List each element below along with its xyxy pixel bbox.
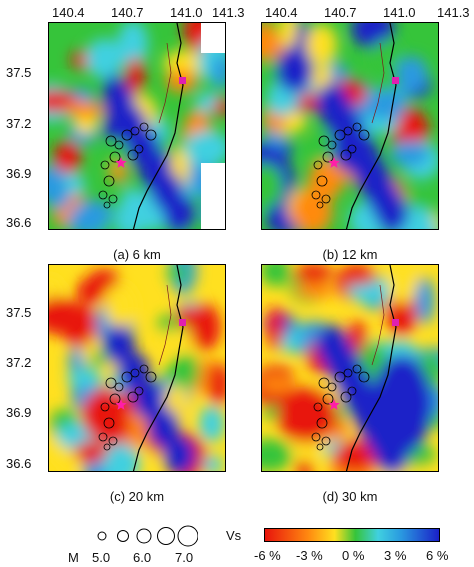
velocity-tick-label: 3 %	[384, 548, 407, 563]
x-tick-label: 140.4	[52, 5, 85, 20]
x-tick-label: 141.0	[383, 5, 416, 20]
magnitude-circle	[136, 528, 152, 544]
velocity-map	[262, 23, 438, 229]
x-tick-label: 141.3	[437, 5, 470, 20]
y-tick-label: 37.5	[6, 305, 32, 320]
panel-caption: (b) 12 km	[322, 247, 378, 262]
x-tick-label: 141.3	[212, 5, 245, 20]
velocity-map	[262, 265, 438, 471]
magnitude-label: M	[68, 550, 79, 565]
velocity-map	[49, 265, 225, 471]
velocity-map	[49, 23, 225, 229]
velocity-tick-label: 0 %	[342, 548, 365, 563]
magnitude-circles	[97, 525, 198, 547]
panel-caption: (a) 6 km	[113, 247, 161, 262]
velocity-scale-label: Vs	[226, 528, 242, 543]
x-tick-label: 140.4	[265, 5, 298, 20]
magnitude-circle	[157, 527, 175, 545]
velocity-tick-label: -3 %	[296, 548, 323, 563]
y-tick-label: 36.6	[6, 215, 32, 230]
velocity-tick-label: -6 %	[254, 548, 281, 563]
tomography-map-panel-c	[48, 264, 226, 472]
tomography-map-panel-d	[261, 264, 439, 472]
magnitude-value: 5.0	[92, 550, 111, 565]
y-tick-label: 36.9	[6, 405, 32, 420]
magnitude-circle	[117, 530, 129, 542]
y-tick-label: 36.9	[6, 166, 32, 181]
magnitude-circle-large	[177, 525, 198, 547]
magnitude-circle-small	[97, 531, 107, 541]
y-tick-label: 37.2	[6, 355, 32, 370]
tomography-map-panel-a	[48, 22, 226, 230]
tomography-map-panel-b	[261, 22, 439, 230]
y-tick-label: 36.6	[6, 456, 32, 471]
panel-caption: (d) 30 km	[322, 489, 378, 504]
y-tick-label: 37.5	[6, 65, 32, 80]
y-tick-label: 37.2	[6, 116, 32, 131]
x-tick-label: 141.0	[170, 5, 203, 20]
velocity-tick-label: 6 %	[426, 548, 449, 563]
x-tick-label: 140.7	[111, 5, 144, 20]
x-tick-label: 140.7	[324, 5, 357, 20]
magnitude-value: 7.0	[175, 550, 194, 565]
magnitude-value: 6.0	[133, 550, 152, 565]
velocity-color-bar	[264, 528, 440, 542]
panel-caption: (c) 20 km	[109, 489, 165, 504]
